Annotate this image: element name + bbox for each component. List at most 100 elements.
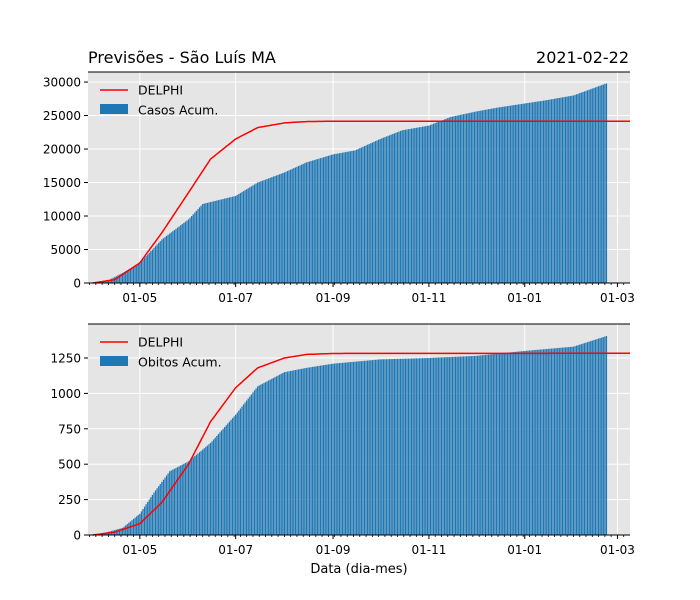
data-bar: [478, 355, 480, 535]
data-bar: [373, 359, 375, 535]
data-bar: [519, 104, 521, 283]
data-bar: [286, 171, 289, 283]
data-bar: [491, 354, 493, 535]
data-bar: [574, 346, 576, 535]
chart-panel-2: 01-05 01-07 01-09 01-11 01-01 01-03 0 250 500 750…: [50, 323, 635, 557]
data-bar: [189, 460, 191, 535]
data-bar: [327, 155, 329, 283]
data-bar: [396, 132, 399, 283]
data-bar: [414, 358, 416, 535]
data-bar: [213, 201, 215, 283]
data-bar: [236, 412, 238, 535]
data-bar: [274, 377, 276, 535]
data-bar: [373, 141, 375, 283]
data-bar: [367, 360, 369, 535]
data-bar: [120, 528, 122, 535]
data-bar: [525, 103, 527, 284]
data-bar: [294, 167, 297, 283]
data-bar: [561, 97, 564, 283]
data-bar: [389, 135, 391, 283]
data-bar: [456, 356, 458, 535]
data-bar: [541, 100, 543, 283]
data-bar: [458, 356, 460, 535]
data-bar: [249, 396, 251, 535]
data-bar: [220, 199, 223, 283]
data-bar: [263, 382, 265, 535]
data-bar: [103, 281, 105, 283]
data-bar: [230, 419, 232, 535]
data-bar: [175, 228, 177, 283]
data-bar: [381, 359, 383, 535]
data-bar: [517, 351, 520, 535]
data-bar: [206, 445, 209, 535]
data-bar: [432, 123, 435, 283]
data-bar: [279, 374, 281, 535]
data-bar: [231, 196, 234, 283]
data-bar: [370, 360, 372, 535]
data-bar: [307, 161, 309, 283]
data-bar: [566, 96, 568, 283]
data-bar: [467, 356, 469, 535]
data-bar: [332, 154, 334, 283]
data-bar: [255, 183, 257, 283]
data-bar: [118, 528, 121, 535]
data-bar: [159, 484, 161, 535]
data-bar: [572, 346, 575, 535]
data-bar: [555, 98, 557, 283]
data-bar: [125, 271, 127, 283]
data-bar: [411, 128, 413, 283]
data-bar: [187, 461, 190, 535]
data-bar: [139, 262, 141, 283]
data-bar: [586, 90, 589, 283]
data-bar: [158, 486, 160, 535]
data-bar: [425, 358, 427, 535]
data-bar: [533, 102, 535, 283]
data-bar: [202, 449, 204, 535]
data-bar: [583, 343, 586, 535]
data-bar: [147, 254, 149, 283]
data-bar: [115, 276, 117, 283]
data-bar: [439, 357, 441, 535]
data-bar: [583, 91, 586, 284]
data-bar: [404, 358, 406, 535]
data-bar: [332, 363, 334, 535]
data-bar: [494, 353, 496, 535]
data-bar: [227, 423, 229, 535]
data-bar: [197, 209, 199, 283]
data-bar: [467, 113, 469, 283]
data-bar: [431, 357, 433, 535]
data-bar: [597, 86, 600, 283]
data-bar: [401, 358, 403, 535]
plot-background: [88, 72, 630, 283]
data-bar: [492, 108, 494, 283]
data-bar: [552, 99, 554, 283]
data-bar: [539, 101, 542, 283]
data-bar: [156, 244, 158, 283]
data-bar: [400, 358, 402, 535]
data-bar: [498, 353, 501, 535]
data-bar: [577, 93, 579, 283]
data-bar: [148, 252, 150, 283]
legend-bar-swatch: [100, 104, 128, 114]
data-bar: [558, 347, 560, 535]
data-bar: [379, 359, 381, 535]
data-bar: [506, 352, 509, 535]
data-bar: [425, 126, 427, 283]
data-bar: [368, 143, 370, 283]
data-bar: [239, 193, 242, 283]
data-bar: [285, 171, 287, 283]
x-tick-label: 01-07: [218, 291, 253, 305]
data-bar: [400, 130, 402, 283]
data-bar: [385, 136, 388, 283]
data-bar: [239, 408, 242, 535]
data-bar: [224, 198, 226, 283]
data-bar: [601, 85, 603, 283]
data-bar: [200, 205, 202, 283]
data-bar: [538, 101, 540, 283]
data-bar: [343, 362, 345, 535]
data-bar: [272, 377, 275, 535]
data-bar: [235, 414, 237, 535]
x-tick-label: 01-05: [122, 291, 157, 305]
data-bar: [495, 353, 498, 535]
data-bar: [318, 365, 320, 535]
